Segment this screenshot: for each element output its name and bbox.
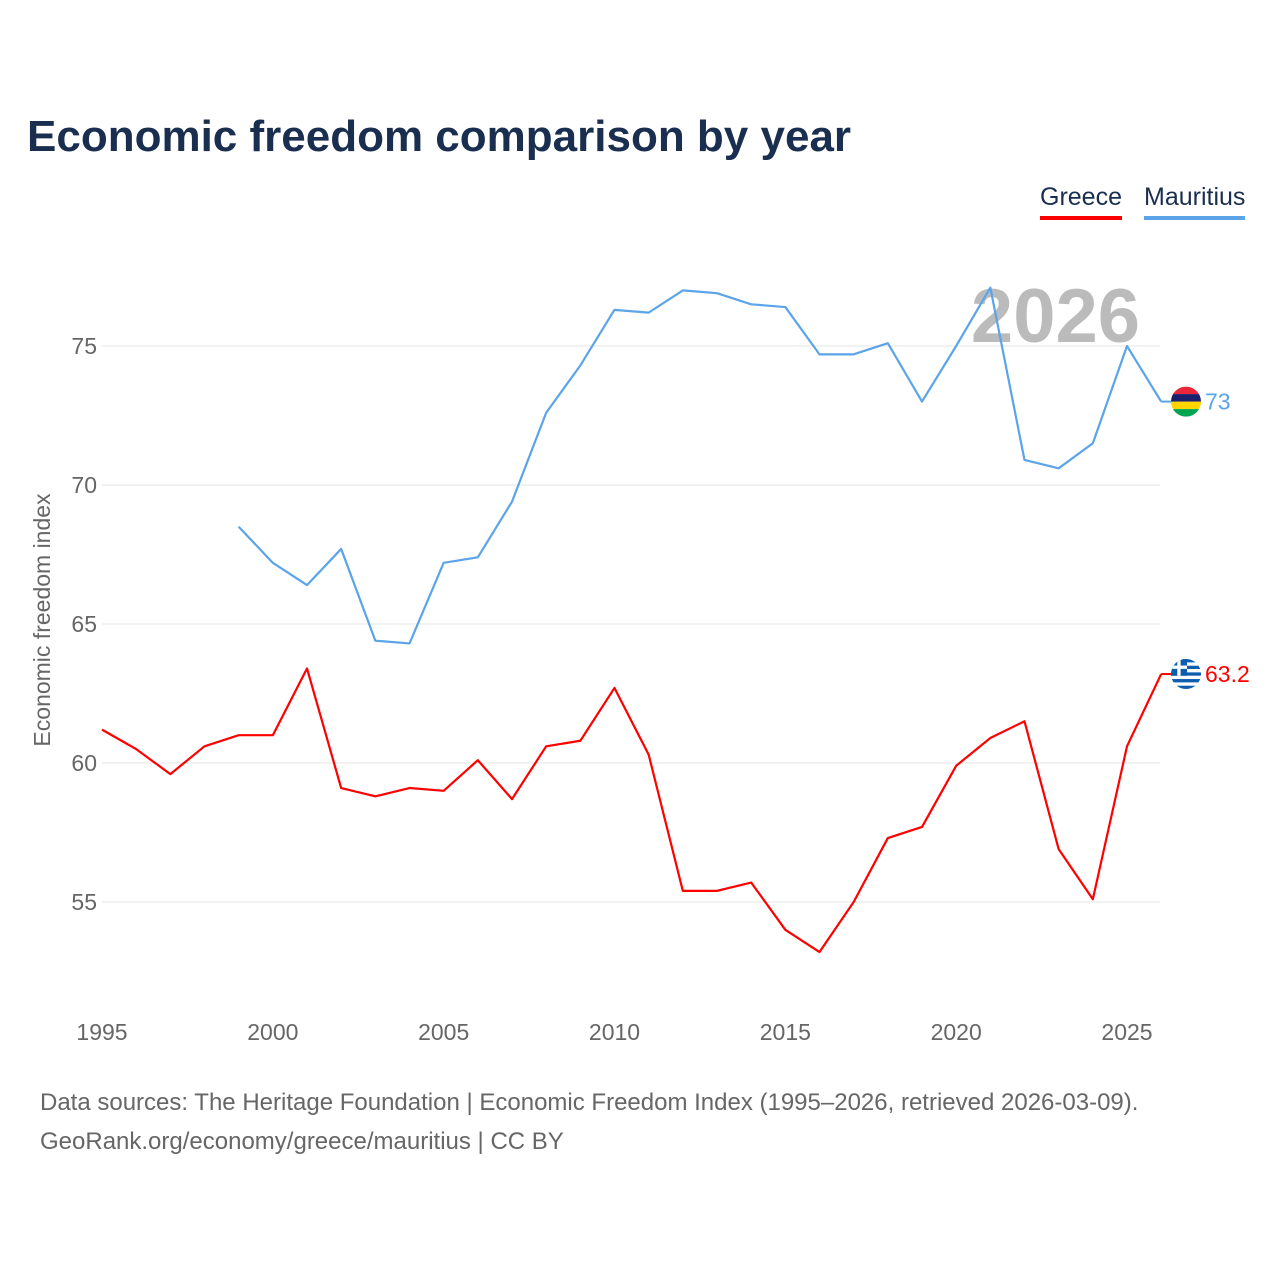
legend-mauritius[interactable]: Mauritius — [1144, 183, 1246, 220]
x-tick-label: 2010 — [589, 1019, 640, 1045]
y-tick-label: 75 — [71, 333, 97, 359]
y-tick-label: 60 — [71, 750, 97, 776]
year-watermark: 2026 — [971, 274, 1140, 359]
x-tick-label: 2000 — [247, 1019, 298, 1045]
series-line-greece — [101, 667, 1163, 954]
y-tick-label: 55 — [71, 889, 97, 915]
x-tick-label: 1995 — [76, 1019, 127, 1045]
x-tick-label: 2015 — [760, 1019, 811, 1045]
end-value-label-mauritius: 73 — [1205, 389, 1231, 415]
x-tick-label: 2005 — [418, 1019, 469, 1045]
y-tick-label: 65 — [71, 611, 97, 637]
footer-sources: Data sources: The Heritage Foundation | … — [40, 1089, 1139, 1116]
mauritius-flag-icon — [1171, 386, 1201, 417]
y-tick-label: 70 — [71, 472, 97, 498]
x-tick-label: 2020 — [931, 1019, 982, 1045]
end-value-label-greece: 63.2 — [1205, 661, 1250, 687]
legend-greece[interactable]: Greece — [1040, 183, 1122, 220]
series-line-mauritius — [237, 286, 1163, 645]
x-tick-label: 2025 — [1101, 1019, 1152, 1045]
y-axis-label: Economic freedom index — [29, 493, 55, 747]
chart-title: Economic freedom comparison by year — [27, 112, 852, 161]
greece-flag-icon — [1171, 659, 1201, 690]
footer-link[interactable]: GeoRank.org/economy/greece/mauritius | C… — [40, 1128, 564, 1155]
